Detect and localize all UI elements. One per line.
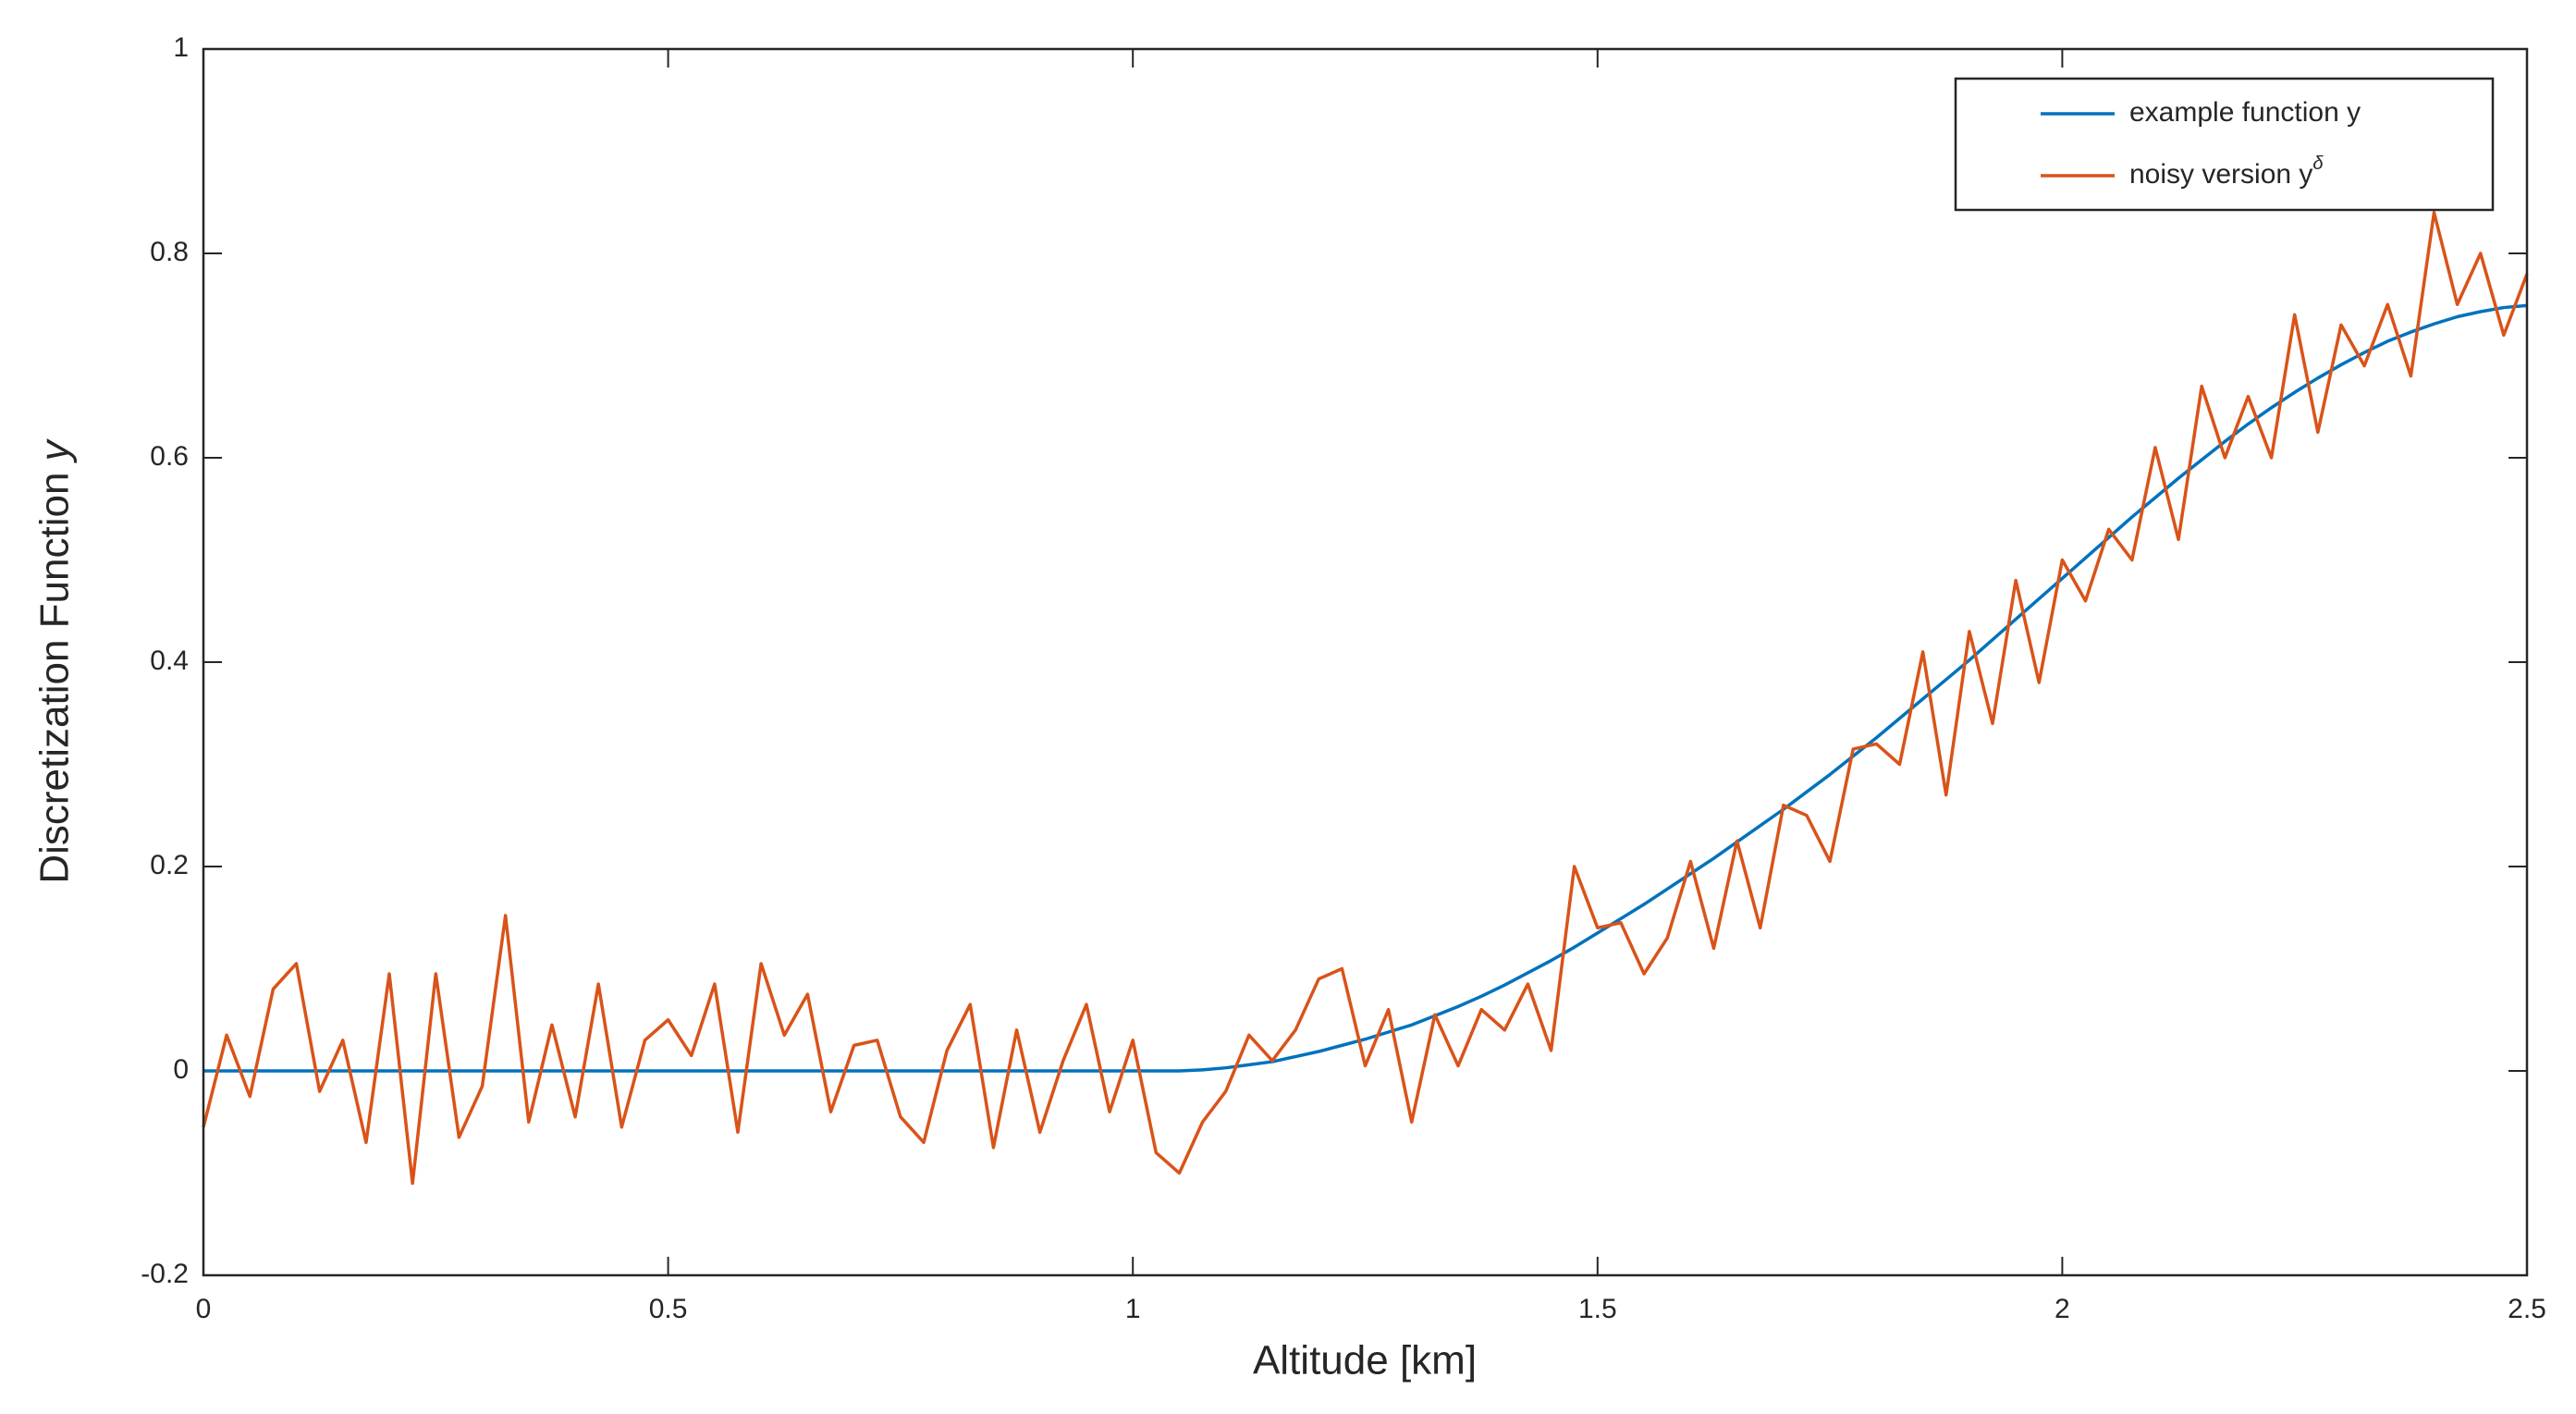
x-tick-label: 0.5 (649, 1294, 688, 1324)
x-tick-label: 2.5 (2508, 1294, 2546, 1324)
y-axis-label: Discretization Function y (32, 437, 78, 883)
y-tick-label: 0.2 (150, 850, 189, 880)
x-tick-label: 2 (2055, 1294, 2070, 1324)
x-tick-label: 1.5 (1578, 1294, 1617, 1324)
y-tick-label: -0.2 (141, 1259, 189, 1289)
legend-label: noisy version yδ (2129, 154, 2324, 190)
x-axis-label: Altitude [km] (1253, 1338, 1477, 1383)
y-tick-label: 0.4 (150, 646, 189, 676)
y-tick-label: 0.6 (150, 441, 189, 472)
legend-box (1954, 77, 2495, 212)
y-tick-label: 0.8 (150, 237, 189, 267)
x-tick-label: 0 (196, 1294, 212, 1324)
legend-label: example function y (2129, 97, 2361, 128)
y-tick-label: 0 (173, 1054, 189, 1085)
axes-box (202, 47, 2529, 1277)
series-line (202, 211, 2529, 1186)
y-tick-label: 1 (173, 32, 189, 63)
series-line (203, 303, 2528, 1073)
x-tick-label: 1 (1125, 1294, 1141, 1324)
